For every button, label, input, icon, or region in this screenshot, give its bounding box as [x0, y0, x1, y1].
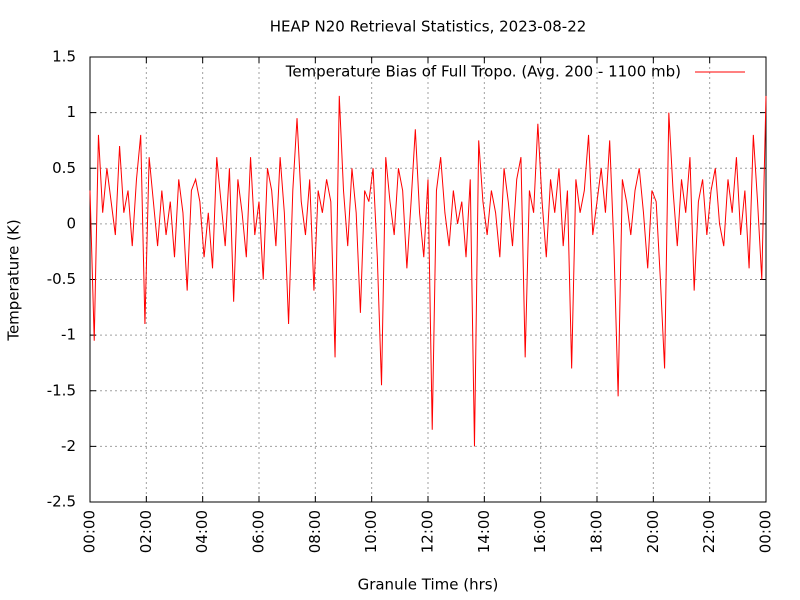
y-tick-label: -0.5	[47, 270, 76, 288]
x-tick-label: 12:00	[419, 510, 437, 553]
y-tick-label: 1.5	[52, 48, 76, 66]
y-tick-label: 1	[66, 103, 76, 121]
y-tick-label: -2	[61, 437, 76, 455]
y-tick-label: -1	[61, 326, 76, 344]
x-tick-label: 02:00	[137, 510, 155, 553]
x-tick-label: 00:00	[757, 510, 775, 553]
y-axis-label: Temperature (K)	[5, 219, 23, 341]
y-tick-label: -1.5	[47, 381, 76, 399]
x-tick-label: 20:00	[644, 510, 662, 553]
x-tick-label: 16:00	[531, 510, 549, 553]
x-tick-label: 06:00	[250, 510, 268, 553]
legend-label: Temperature Bias of Full Tropo. (Avg. 20…	[285, 63, 681, 81]
chart-title: HEAP N20 Retrieval Statistics, 2023-08-2…	[270, 18, 587, 36]
plot-frame	[89, 56, 767, 503]
y-tick-label: -2.5	[47, 493, 76, 511]
x-tick-label: 22:00	[700, 510, 718, 553]
x-axis-label: Granule Time (hrs)	[358, 576, 499, 594]
data-line	[89, 95, 767, 447]
x-tick-label: 18:00	[588, 510, 606, 553]
x-tick-label: 00:00	[81, 510, 99, 553]
x-tick-label: 10:00	[362, 510, 380, 553]
x-tick-label: 14:00	[475, 510, 493, 553]
y-tick-label: 0.5	[52, 159, 76, 177]
y-tick-label: 0	[66, 214, 76, 232]
x-tick-label: 04:00	[193, 510, 211, 553]
x-tick-label: 08:00	[306, 510, 324, 553]
